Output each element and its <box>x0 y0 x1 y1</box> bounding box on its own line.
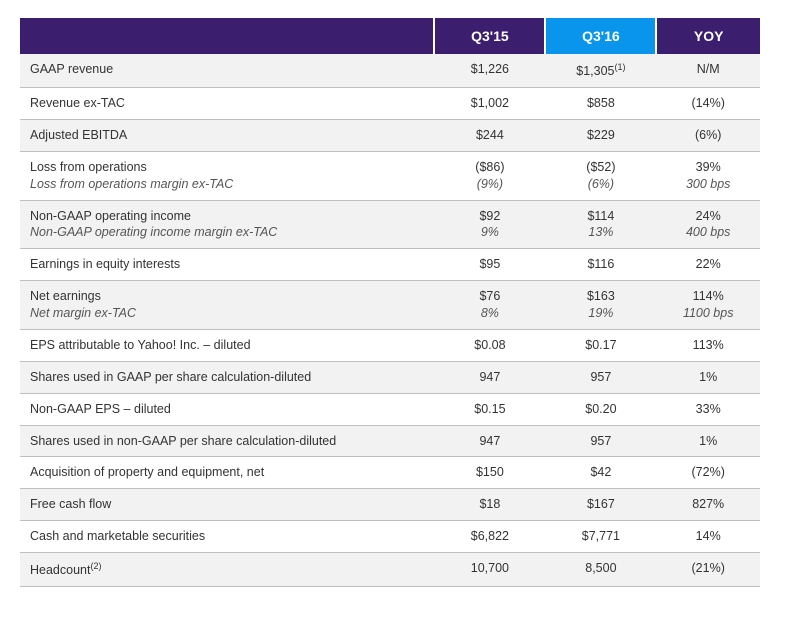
financial-table: Q3'15 Q3'16 YOY GAAP revenue$1,226$1,305… <box>20 18 760 587</box>
value-q315: $1,226 <box>434 54 545 88</box>
value-yoy: (14%) <box>656 88 760 120</box>
metric-label: Non-GAAP EPS – diluted <box>20 393 434 425</box>
value-q315: $6,822 <box>434 521 545 553</box>
value-q315: 947 <box>434 425 545 457</box>
value-yoy: (21%) <box>656 553 760 587</box>
metric-label: Revenue ex-TAC <box>20 88 434 120</box>
value-q315: $1,002 <box>434 88 545 120</box>
metric-label: Cash and marketable securities <box>20 521 434 553</box>
table-row: Free cash flow$18$167827% <box>20 489 760 521</box>
value-q316: $42 <box>545 457 656 489</box>
value-q316: $0.17 <box>545 329 656 361</box>
value-yoy: 1% <box>656 425 760 457</box>
col-header-q315: Q3'15 <box>434 18 545 54</box>
value-q316: 957 <box>545 361 656 393</box>
table-row: Revenue ex-TAC$1,002$858(14%) <box>20 88 760 120</box>
value-yoy: 24%400 bps <box>656 200 760 249</box>
metric-label: Loss from operationsLoss from operations… <box>20 151 434 200</box>
value-q315: 947 <box>434 361 545 393</box>
value-q316: $7,771 <box>545 521 656 553</box>
metric-label: Adjusted EBITDA <box>20 119 434 151</box>
value-q316: $16319% <box>545 281 656 330</box>
table-row: EPS attributable to Yahoo! Inc. – dilute… <box>20 329 760 361</box>
value-q315: $150 <box>434 457 545 489</box>
value-q315: $768% <box>434 281 545 330</box>
value-q316: $1,305(1) <box>545 54 656 88</box>
value-q315: ($86)(9%) <box>434 151 545 200</box>
value-q315: $0.15 <box>434 393 545 425</box>
table-row: Shares used in non-GAAP per share calcul… <box>20 425 760 457</box>
value-q316: 957 <box>545 425 656 457</box>
table-body: GAAP revenue$1,226$1,305(1)N/MRevenue ex… <box>20 54 760 587</box>
value-q315: $244 <box>434 119 545 151</box>
table-header: Q3'15 Q3'16 YOY <box>20 18 760 54</box>
value-yoy: 39%300 bps <box>656 151 760 200</box>
value-yoy: 1% <box>656 361 760 393</box>
metric-label: Net earningsNet margin ex-TAC <box>20 281 434 330</box>
col-header-yoy: YOY <box>656 18 760 54</box>
table-row: Non-GAAP EPS – diluted$0.15$0.2033% <box>20 393 760 425</box>
value-q315: $95 <box>434 249 545 281</box>
table-row: Loss from operationsLoss from operations… <box>20 151 760 200</box>
metric-label: Earnings in equity interests <box>20 249 434 281</box>
metric-label: Shares used in GAAP per share calculatio… <box>20 361 434 393</box>
table-row: Adjusted EBITDA$244$229(6%) <box>20 119 760 151</box>
value-yoy: 113% <box>656 329 760 361</box>
value-yoy: 14% <box>656 521 760 553</box>
table-row: Acquisition of property and equipment, n… <box>20 457 760 489</box>
metric-label: Acquisition of property and equipment, n… <box>20 457 434 489</box>
metric-label: EPS attributable to Yahoo! Inc. – dilute… <box>20 329 434 361</box>
metric-label: Free cash flow <box>20 489 434 521</box>
table-row: Earnings in equity interests$95$11622% <box>20 249 760 281</box>
value-q316: $858 <box>545 88 656 120</box>
value-q315: $0.08 <box>434 329 545 361</box>
table-row: Cash and marketable securities$6,822$7,7… <box>20 521 760 553</box>
value-q315: 10,700 <box>434 553 545 587</box>
value-q316: $167 <box>545 489 656 521</box>
metric-label: Headcount(2) <box>20 553 434 587</box>
table-row: Net earningsNet margin ex-TAC$768%$16319… <box>20 281 760 330</box>
table-row: GAAP revenue$1,226$1,305(1)N/M <box>20 54 760 88</box>
value-yoy: N/M <box>656 54 760 88</box>
table-row: Non-GAAP operating incomeNon-GAAP operat… <box>20 200 760 249</box>
value-q316: $116 <box>545 249 656 281</box>
value-q316: ($52)(6%) <box>545 151 656 200</box>
value-yoy: 22% <box>656 249 760 281</box>
value-q316: 8,500 <box>545 553 656 587</box>
col-header-metric <box>20 18 434 54</box>
value-q315: $18 <box>434 489 545 521</box>
table-row: Shares used in GAAP per share calculatio… <box>20 361 760 393</box>
col-header-q316: Q3'16 <box>545 18 656 54</box>
metric-label: Non-GAAP operating incomeNon-GAAP operat… <box>20 200 434 249</box>
table-row: Headcount(2)10,7008,500(21%) <box>20 553 760 587</box>
value-q316: $0.20 <box>545 393 656 425</box>
value-yoy: 827% <box>656 489 760 521</box>
value-q316: $229 <box>545 119 656 151</box>
value-yoy: (72%) <box>656 457 760 489</box>
value-yoy: 114%1100 bps <box>656 281 760 330</box>
value-yoy: 33% <box>656 393 760 425</box>
value-q315: $929% <box>434 200 545 249</box>
value-yoy: (6%) <box>656 119 760 151</box>
metric-label: GAAP revenue <box>20 54 434 88</box>
value-q316: $11413% <box>545 200 656 249</box>
metric-label: Shares used in non-GAAP per share calcul… <box>20 425 434 457</box>
